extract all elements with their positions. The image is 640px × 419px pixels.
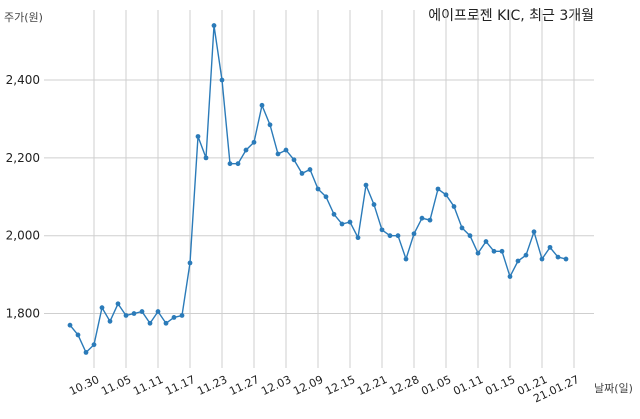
data-point	[491, 248, 497, 254]
data-point	[387, 233, 393, 239]
data-point	[147, 320, 153, 326]
data-point	[451, 204, 457, 209]
x-tick-label: 11.11	[131, 373, 165, 398]
data-point	[291, 157, 297, 163]
data-point	[363, 182, 369, 188]
data-point	[107, 318, 113, 324]
y-tick-label: 2,000	[6, 229, 40, 243]
data-point	[235, 161, 241, 167]
x-tick-label: 01.05	[419, 373, 453, 398]
y-axis-label: 주가(원)	[4, 11, 43, 24]
data-point	[371, 202, 377, 207]
data-point	[67, 322, 73, 328]
data-point	[323, 194, 329, 200]
data-point	[171, 315, 177, 320]
data-point	[227, 161, 233, 167]
x-tick-label: 12.09	[291, 373, 325, 398]
data-point	[523, 252, 529, 258]
data-point	[499, 248, 505, 254]
data-point	[251, 139, 257, 145]
x-tick-label: 12.21	[355, 373, 389, 398]
grid-lines	[44, 10, 594, 368]
x-tick-label: 11.23	[195, 373, 229, 398]
y-tick-label: 1,800	[6, 307, 40, 321]
data-point	[379, 227, 385, 233]
data-point	[123, 313, 129, 318]
x-tick-labels: 10.3011.0511.1111.1711.2311.2712.0312.09…	[67, 373, 581, 405]
data-point	[355, 235, 361, 241]
data-point	[99, 305, 105, 311]
data-point	[427, 217, 433, 223]
data-point	[179, 313, 185, 318]
data-point	[547, 244, 553, 250]
data-point	[187, 260, 193, 266]
x-tick-label: 01.15	[483, 373, 517, 398]
data-point	[443, 192, 449, 198]
data-point	[467, 233, 473, 239]
data-point	[515, 258, 521, 264]
data-point	[315, 186, 321, 192]
x-tick-label: 12.03	[259, 373, 293, 398]
x-tick-label: 11.05	[99, 373, 133, 398]
x-tick-label: 12.15	[323, 373, 357, 398]
data-point	[411, 231, 417, 237]
data-point	[507, 274, 513, 279]
y-tick-label: 2,200	[6, 151, 40, 165]
data-point	[91, 342, 97, 348]
data-point	[243, 147, 249, 153]
x-axis-label: 날짜(일)	[594, 381, 633, 395]
data-point	[395, 233, 401, 239]
x-tick-label: 12.28	[387, 373, 421, 398]
x-tick-label: 11.27	[227, 373, 261, 398]
chart-title: 에이프로젠 KIC, 최근 3개월	[428, 8, 594, 24]
x-tick-label: 11.17	[163, 373, 197, 398]
data-point	[307, 167, 313, 172]
data-point	[419, 215, 425, 221]
data-point	[403, 256, 409, 262]
data-point	[435, 186, 441, 192]
data-point	[211, 23, 217, 28]
x-tick-label: 01.11	[451, 373, 485, 398]
x-tick-label: 10.30	[67, 373, 101, 398]
data-point	[155, 309, 161, 314]
data-point	[483, 239, 489, 244]
data-point	[299, 171, 305, 176]
data-point	[339, 221, 345, 227]
data-point	[331, 211, 337, 217]
data-point	[195, 134, 201, 139]
y-tick-labels: 1,800 2,000 2,200 2,400	[6, 73, 40, 320]
data-point	[83, 350, 89, 355]
data-point	[115, 301, 121, 307]
data-points	[67, 23, 569, 355]
data-point	[139, 309, 145, 314]
data-point	[475, 250, 481, 256]
data-point	[163, 320, 169, 326]
data-point	[259, 102, 265, 108]
data-point	[539, 256, 545, 262]
data-point	[203, 155, 209, 161]
data-point	[555, 254, 561, 260]
y-tick-label: 2,400	[6, 73, 40, 87]
data-point	[275, 151, 281, 157]
data-point	[459, 225, 465, 231]
data-point	[219, 77, 225, 83]
data-point	[75, 332, 81, 338]
data-point	[531, 229, 537, 235]
data-point	[283, 147, 289, 153]
data-point	[563, 256, 569, 262]
data-point	[131, 311, 137, 316]
data-point	[347, 219, 353, 225]
data-point	[267, 122, 273, 128]
